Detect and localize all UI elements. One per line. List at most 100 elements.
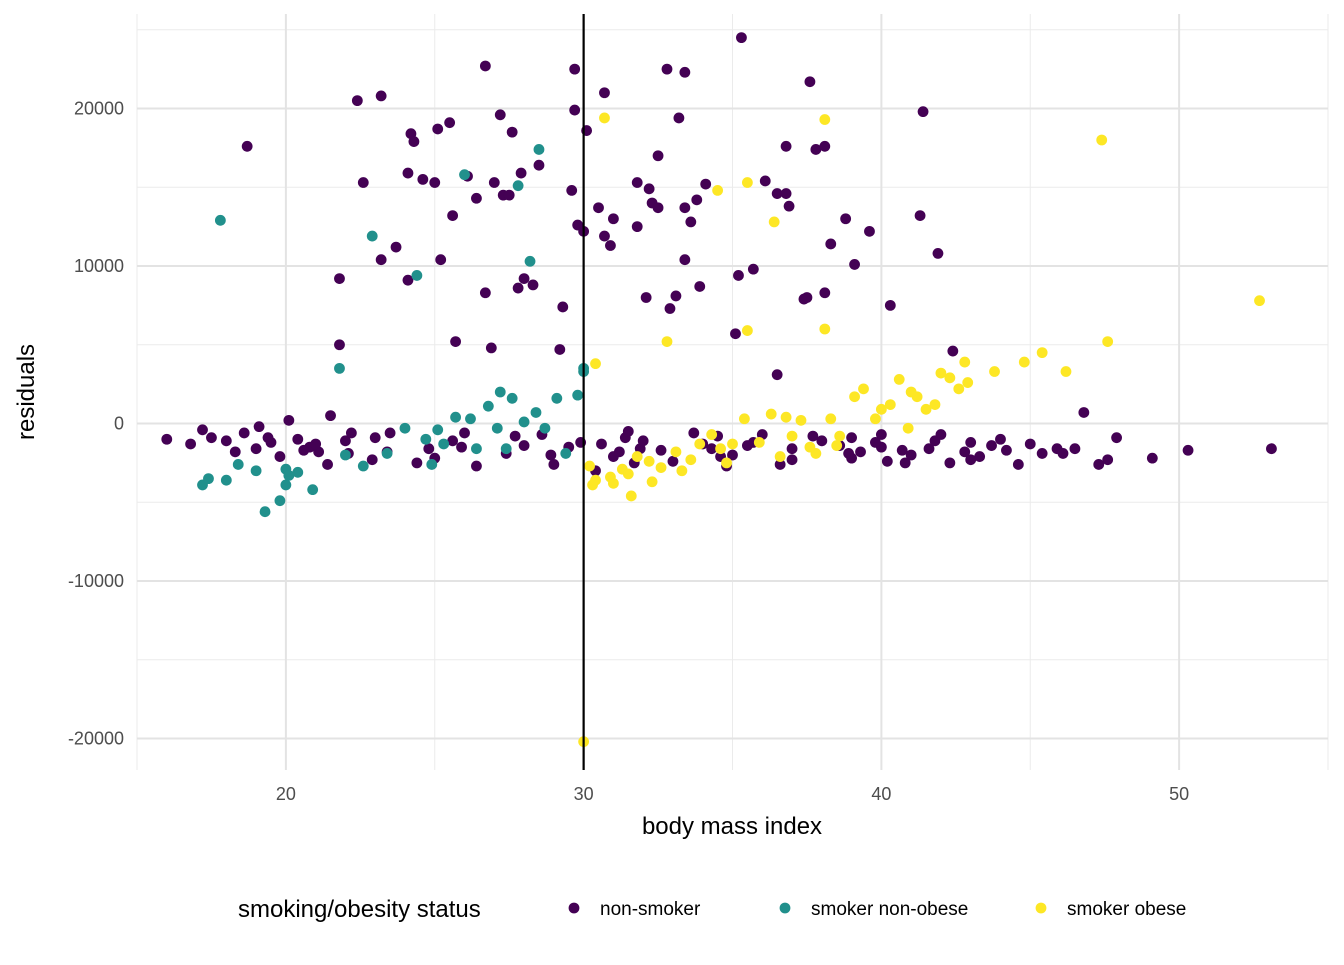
data-point xyxy=(819,323,831,335)
legend-item: non-smoker xyxy=(568,899,701,920)
data-point xyxy=(357,177,369,188)
y-tick-label: -20000 xyxy=(68,729,124,749)
series-smoker-non-obese xyxy=(197,144,590,518)
data-point xyxy=(447,210,459,222)
legend-swatch xyxy=(1035,902,1047,914)
data-point xyxy=(780,188,792,199)
data-point xyxy=(1182,444,1194,456)
data-point xyxy=(310,438,322,450)
data-point xyxy=(739,413,750,425)
data-point xyxy=(786,430,798,442)
data-point xyxy=(1018,356,1030,368)
legend-label: smoker non-obese xyxy=(811,899,968,920)
data-point xyxy=(292,466,304,478)
data-point xyxy=(590,474,601,486)
data-point xyxy=(518,416,530,428)
data-point xyxy=(599,230,610,242)
data-point xyxy=(959,446,971,458)
data-point xyxy=(691,194,703,206)
data-point xyxy=(512,180,524,192)
data-point xyxy=(506,126,518,138)
data-point xyxy=(780,140,792,152)
data-point xyxy=(1060,366,1072,377)
data-point xyxy=(432,123,444,135)
data-point xyxy=(238,427,250,439)
data-point xyxy=(1266,443,1277,455)
data-point xyxy=(471,192,482,204)
data-point xyxy=(471,460,482,472)
data-point xyxy=(825,413,837,425)
data-point xyxy=(334,362,345,374)
data-point xyxy=(572,389,584,401)
data-point xyxy=(944,372,956,384)
data-point xyxy=(608,213,619,225)
data-point xyxy=(688,427,700,439)
legend-swatch xyxy=(568,902,580,914)
data-point xyxy=(426,459,438,470)
data-point xyxy=(1093,459,1105,470)
legend-swatch xyxy=(779,902,791,914)
data-point xyxy=(771,188,783,199)
data-point xyxy=(206,432,217,444)
data-point xyxy=(721,457,732,469)
data-point xyxy=(1057,448,1069,459)
data-point xyxy=(846,432,857,444)
data-point xyxy=(220,435,232,447)
data-point xyxy=(605,240,616,251)
data-point xyxy=(637,435,649,447)
data-point xyxy=(679,254,691,266)
data-point xyxy=(494,109,506,121)
data-point xyxy=(986,440,997,451)
data-point xyxy=(423,443,435,455)
data-point xyxy=(771,369,783,381)
data-point xyxy=(881,455,893,467)
data-point xyxy=(366,230,378,242)
data-point xyxy=(816,435,828,447)
y-axis-title: residuals xyxy=(13,344,40,440)
data-point xyxy=(733,270,744,281)
data-point xyxy=(262,432,274,444)
data-point xyxy=(774,459,786,470)
data-point xyxy=(953,383,965,395)
data-point xyxy=(503,189,515,201)
data-point xyxy=(706,429,718,440)
data-point xyxy=(381,448,393,459)
data-point xyxy=(608,451,619,462)
data-point xyxy=(849,259,860,270)
data-point xyxy=(875,403,887,415)
data-point xyxy=(1111,432,1122,444)
data-point xyxy=(593,202,604,214)
data-point xyxy=(929,399,941,410)
data-point xyxy=(274,451,286,462)
data-point xyxy=(569,104,581,116)
data-point xyxy=(923,443,935,455)
data-point xyxy=(274,495,286,507)
data-point xyxy=(500,443,512,455)
legend-label: smoker obese xyxy=(1067,899,1186,920)
data-point xyxy=(819,140,831,152)
data-point xyxy=(685,216,697,228)
data-point xyxy=(518,440,530,451)
data-point xyxy=(679,66,691,78)
data-point xyxy=(417,173,429,185)
x-tick-label: 20 xyxy=(276,784,296,804)
data-point xyxy=(884,299,896,311)
x-tick-label: 50 xyxy=(1169,784,1189,804)
data-point xyxy=(944,457,956,469)
data-point xyxy=(530,407,542,418)
data-point xyxy=(646,476,658,488)
legend-title: smoking/obesity status xyxy=(238,896,481,923)
data-point xyxy=(471,443,482,455)
data-point xyxy=(747,263,759,275)
data-point xyxy=(932,248,944,259)
y-tick-label: -10000 xyxy=(68,571,124,591)
data-point xyxy=(834,430,846,442)
data-point xyxy=(962,377,974,388)
data-point xyxy=(220,474,232,486)
data-point xyxy=(506,392,518,404)
data-point xyxy=(203,473,214,485)
data-point xyxy=(605,471,616,483)
data-point xyxy=(670,290,682,302)
data-point xyxy=(250,465,262,477)
data-point xyxy=(584,460,595,472)
